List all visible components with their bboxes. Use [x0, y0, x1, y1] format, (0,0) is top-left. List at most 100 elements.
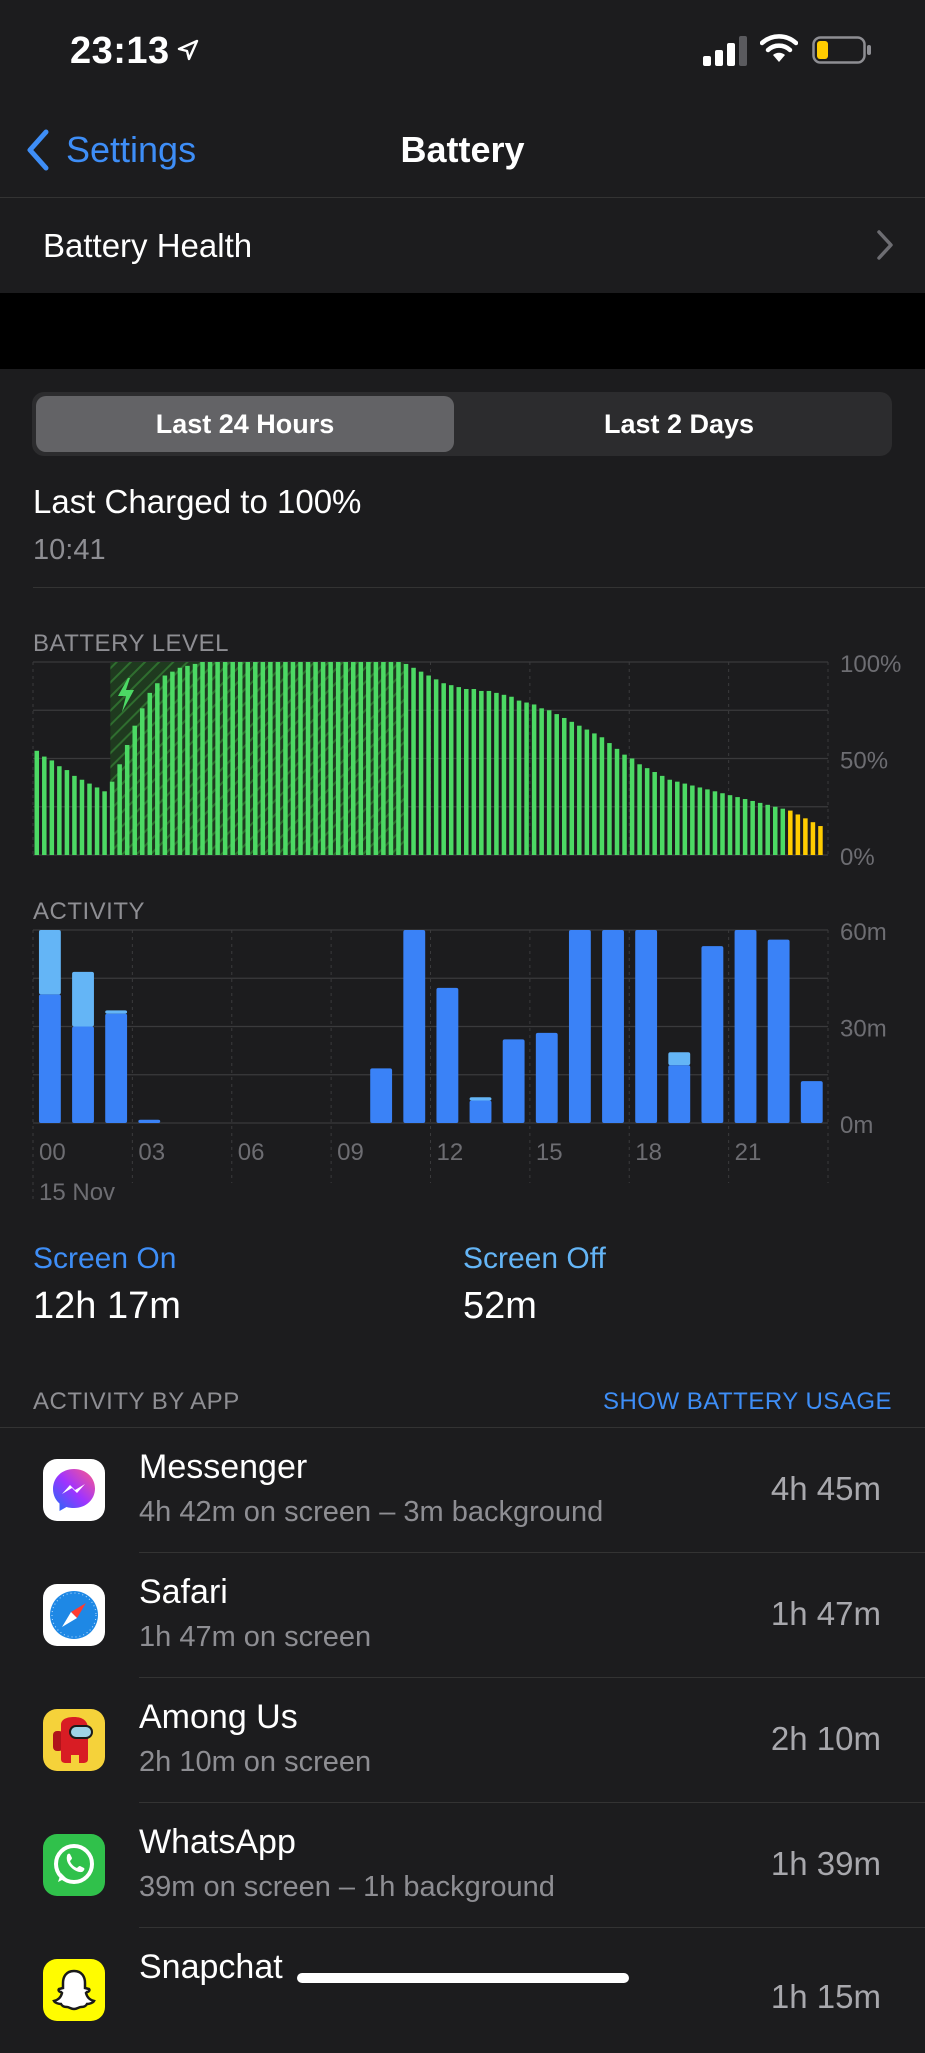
battery-bar [592, 733, 597, 855]
screen-on-label: Screen On [33, 1242, 177, 1275]
screen-on-bar [701, 946, 724, 1123]
battery-bar [690, 785, 695, 855]
battery-health-label: Battery Health [43, 226, 253, 264]
battery-bar [516, 700, 522, 855]
battery-bar [772, 806, 778, 855]
battery-bar [132, 725, 137, 855]
battery-bar [34, 750, 40, 855]
battery-bar [94, 787, 100, 855]
screen-on-bar [502, 1039, 525, 1123]
battery-bar [464, 689, 469, 855]
battery-bar [599, 737, 605, 855]
battery-bar [795, 814, 801, 855]
x-tick-label: 00 [39, 1139, 66, 1166]
battery-bar [494, 692, 499, 855]
battery-bar [780, 808, 786, 855]
back-button-label: Settings [66, 129, 197, 170]
battery-bar [366, 662, 371, 855]
navigation-bar: Settings Battery [0, 120, 925, 180]
activity-by-app-header: ACTIVITY BY APP [33, 1388, 240, 1415]
x-tick-label: 18 [635, 1139, 662, 1166]
battery-bar [479, 690, 484, 855]
app-row-whatsapp[interactable]: WhatsApp 39m on screen – 1h background 1… [0, 1803, 925, 1928]
screen-on-bar [469, 1100, 492, 1123]
battery-bar [170, 671, 175, 855]
battery-bar [283, 662, 288, 855]
app-duration: 1h 47m [770, 1595, 881, 1632]
time-range-segmented-control: Last 24 Hours Last 2 Days [32, 392, 892, 456]
y-tick-label: 60m [840, 920, 887, 946]
segment-last-24-hours[interactable]: Last 24 Hours [36, 396, 454, 452]
battery-bar [109, 781, 115, 855]
battery-bar [350, 662, 356, 855]
battery-bar [486, 690, 492, 855]
divider [139, 1552, 925, 1553]
battery-bar [441, 683, 446, 855]
battery-bar [750, 800, 755, 855]
battery-bar [335, 662, 341, 855]
app-name: WhatsApp [139, 1823, 296, 1861]
battery-bar [124, 744, 130, 855]
screen-off-label: Screen Off [463, 1242, 606, 1275]
screen-on-bar [105, 1013, 128, 1123]
x-tick-label: 03 [138, 1139, 165, 1166]
charging-bolt-icon [118, 678, 134, 712]
screen-off-bar [469, 1097, 492, 1101]
divider [33, 587, 925, 588]
battery-bar [102, 791, 107, 855]
battery-bar [614, 748, 620, 855]
battery-bar [652, 772, 657, 855]
battery-bar [200, 662, 205, 855]
battery-bar [637, 764, 642, 855]
screen-on-bar [370, 1068, 393, 1123]
back-button[interactable]: Settings [24, 120, 196, 180]
show-battery-usage-button[interactable]: SHOW BATTERY USAGE [602, 1388, 892, 1415]
app-row-snapchat[interactable]: Snapchat 1h 15m [0, 1928, 925, 2053]
battery-bar [162, 675, 168, 855]
battery-bar [260, 662, 266, 855]
battery-bar [268, 662, 273, 855]
x-tick-label: 06 [238, 1139, 265, 1166]
battery-bar [298, 662, 303, 855]
divider [139, 1677, 925, 1678]
battery-bar [705, 789, 710, 855]
battery-bar [290, 662, 296, 855]
battery-bar [215, 662, 220, 855]
battery-bar [230, 662, 235, 855]
home-indicator [297, 1973, 629, 1983]
chevron-left-icon [27, 129, 49, 171]
app-name: Messenger [139, 1448, 308, 1486]
app-row-among-us[interactable]: Among Us 2h 10m on screen 2h 10m [0, 1678, 925, 1803]
screen-off-bar [72, 971, 94, 1027]
segment-last-2-days[interactable]: Last 2 Days [603, 409, 755, 439]
battery-bar [667, 779, 673, 855]
battery-bar [207, 662, 213, 855]
app-duration: 1h 15m [770, 1978, 881, 2015]
chevron-right-icon [877, 230, 893, 260]
battery-bar [810, 822, 816, 855]
wifi-icon [760, 34, 798, 62]
app-duration: 4h 45m [770, 1470, 881, 1507]
battery-level-label: BATTERY LEVEL [33, 630, 229, 657]
battery-bar [569, 721, 575, 855]
screen-on-value: 12h 17m [33, 1285, 181, 1327]
status-bar: 23:13 [0, 0, 925, 100]
battery-bar [675, 781, 680, 855]
battery-bar [305, 662, 311, 855]
battery-bar [49, 760, 55, 855]
app-row-messenger[interactable]: Messenger 4h 42m on screen – 3m backgrou… [0, 1428, 925, 1553]
battery-bar [177, 667, 183, 855]
screen-on-bar [38, 994, 61, 1123]
app-row-safari[interactable]: Safari 1h 47m on screen 1h 47m [0, 1553, 925, 1678]
battery-bar [275, 662, 281, 855]
y-tick-label: 0% [840, 844, 875, 870]
battery-bar [697, 787, 703, 855]
battery-bar [546, 710, 552, 855]
battery-health-row[interactable]: Battery Health [0, 197, 925, 294]
screen-on-bar [72, 1026, 94, 1123]
battery-bar [147, 692, 153, 855]
app-detail: 2h 10m on screen [139, 1746, 372, 1778]
battery-bar [803, 818, 808, 855]
battery-bar [509, 696, 514, 855]
battery-bar [139, 708, 145, 855]
